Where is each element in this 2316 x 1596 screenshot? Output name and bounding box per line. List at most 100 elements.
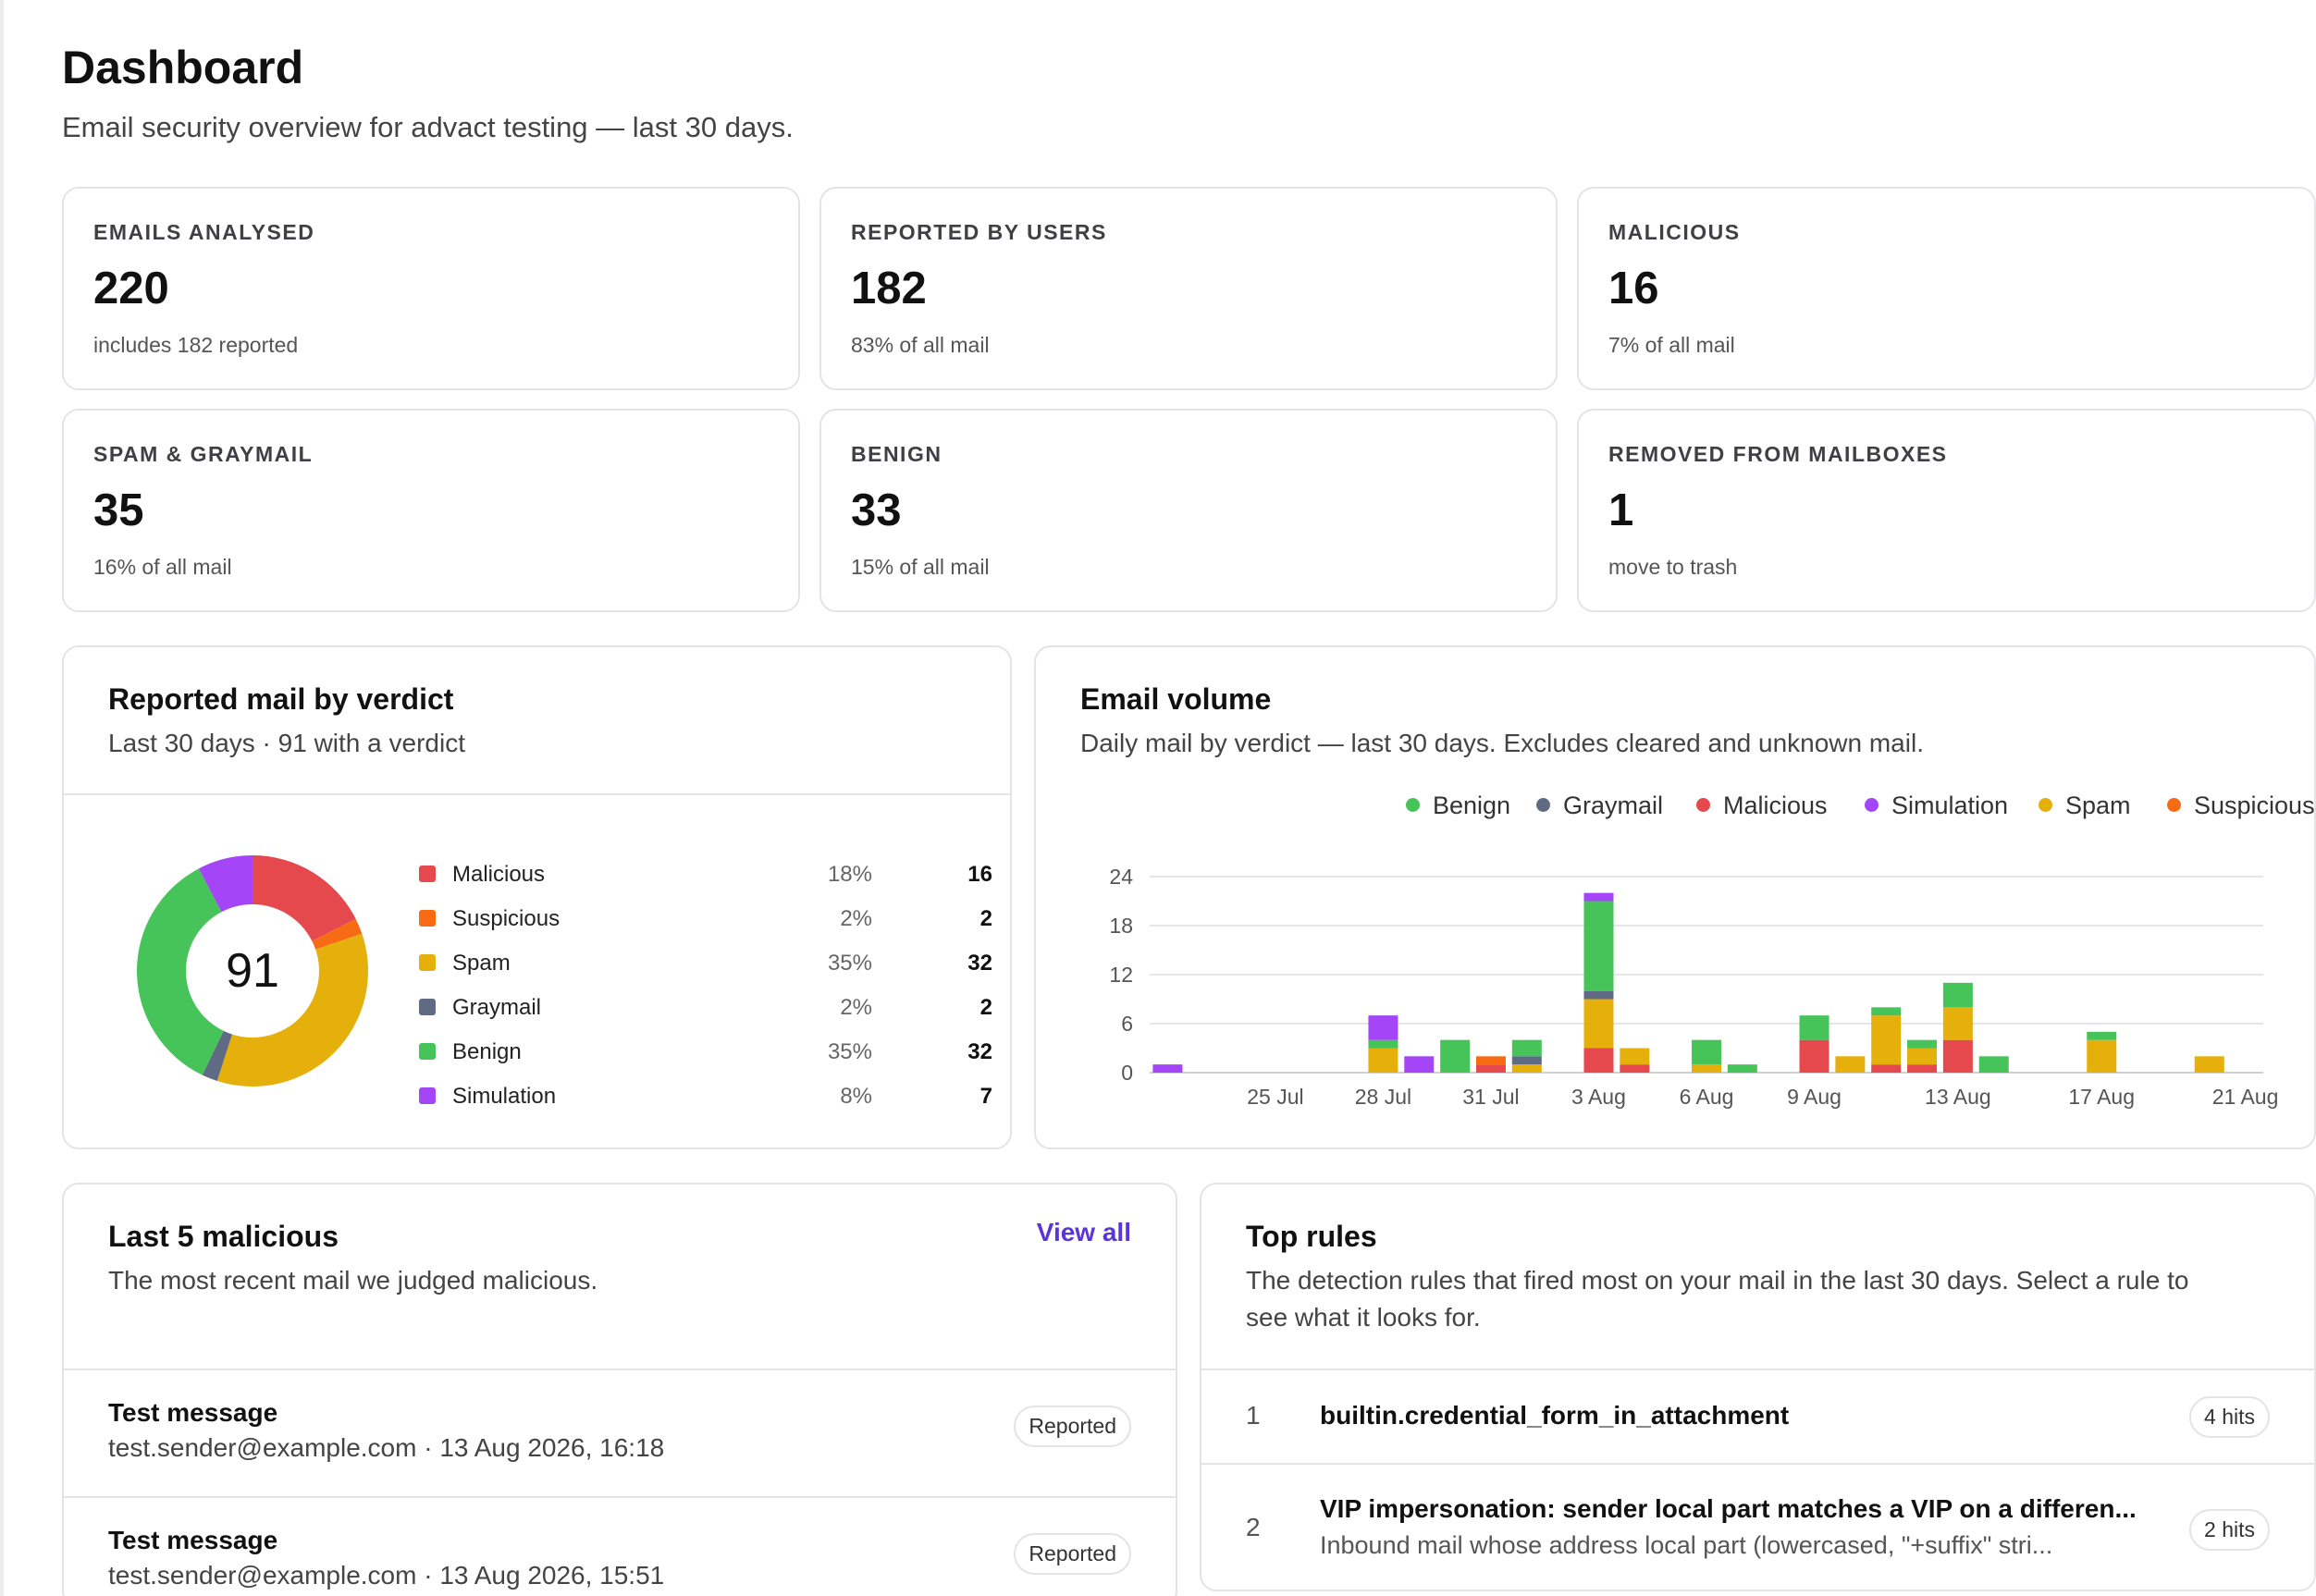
legend-swatch [419,1087,436,1104]
email-volume-chart: 0 6 12 18 24 25 Jul 28 Jul 31 Jul 3 Aug 6 Aug 9 Au… [1109,865,2279,1109]
x-tick-label: 13 Aug [1925,1085,1991,1109]
last-malicious-panel: Last 5 malicious View all The most recen… [62,1183,1177,1596]
bar-segment-graymail [1583,990,1614,1000]
bar-segment-benign [2087,1031,2117,1040]
legend-label: Benign [1433,792,1511,819]
rule-hits-badge: 2 hits [2189,1509,2270,1551]
y-tick-label: 0 [1121,1061,1133,1085]
legend-dot [1696,798,1710,812]
volume-legend-item-suspicious: Suspicious [2167,792,2315,820]
legend-count: 32 [967,951,992,976]
volume-legend-item-malicious: Malicious [1696,792,1828,820]
legend-label: Spam [2065,792,2131,819]
legend-label: Graymail [452,995,542,1020]
bar-segment-benign [1942,982,1973,1008]
legend-dot [2039,798,2052,812]
legend-dot [1865,798,1879,812]
stat-note: 83% of all mail [851,333,990,357]
legend-count: 16 [967,862,992,887]
row-divider [1201,1463,2314,1465]
bar-segment-benign [1368,1039,1398,1049]
verdict-panel: Reported mail by verdict Last 30 days · … [62,645,1012,1149]
y-tick-label: 18 [1109,914,1133,938]
message-subject: Test message [108,1398,278,1427]
rule-description: Inbound mail whose address local part (l… [1320,1531,2053,1559]
bar-segment-spam [1871,1015,1902,1065]
stat-value: 33 [851,485,902,535]
x-tick-label: 25 Jul [1247,1085,1303,1109]
x-tick-label: 3 Aug [1571,1085,1626,1109]
volume-legend-item-simulation: Simulation [1865,792,2008,820]
left-border [0,0,4,1596]
legend-label: Simulation [452,1084,557,1109]
legend-dot [2167,798,2181,812]
x-tick-label: 21 Aug [2212,1085,2279,1109]
malicious-row[interactable]: Test message test.sender@example.com · 1… [64,1370,1176,1496]
bar-segment-spam [1368,1048,1398,1073]
volume-legend-item-benign: Benign [1406,792,1510,820]
donut-slice-malicious [253,855,356,941]
bar-segment-spam [1511,1064,1542,1073]
stat-value: 220 [93,264,169,313]
panel-divider [1201,1369,2314,1370]
page-title: Dashboard [62,42,304,93]
legend-label: Simulation [1891,792,2009,819]
rule-row[interactable]: 2 VIP impersonation: sender local part m… [1201,1465,2314,1590]
x-tick-label: 28 Jul [1355,1085,1411,1109]
bar-segment-spam [1620,1048,1650,1065]
legend-label: Benign [452,1039,522,1064]
legend-label: Suspicious [452,906,561,931]
legend-percent: 2% [840,906,872,931]
stat-value: 35 [93,485,144,535]
email-volume-title: Email volume [1080,682,1272,716]
donut-slice-graymail [202,1030,232,1082]
bar-segment-spam [1583,999,1614,1049]
verdict-legend-item-graymail: Graymail 2% 2 [419,989,992,1026]
malicious-row[interactable]: Test message test.sender@example.com · 1… [64,1498,1176,1596]
verdict-legend-item-benign: Benign 35% 32 [419,1034,992,1071]
view-all-link[interactable]: View all [1036,1218,1131,1246]
bar-segment-spam [1835,1056,1866,1073]
stat-card-malicious: MALICIOUS 16 7% of all mail [1577,187,2316,390]
rule-row[interactable]: 1 builtin.credential_form_in_attachment … [1201,1370,2314,1463]
legend-dot [1406,798,1420,812]
legend-label: Malicious [452,862,546,887]
rule-hits-badge: 4 hits [2189,1396,2270,1438]
legend-count: 2 [979,995,992,1020]
legend-percent: 8% [840,1084,872,1109]
stat-note: 15% of all mail [851,555,990,579]
stat-label: SPAM & GRAYMAIL [93,442,314,466]
x-tick-label: 6 Aug [1680,1085,1734,1109]
legend-count: 2 [979,906,992,931]
email-volume-panel: Email volume Daily mail by verdict — las… [1034,645,2316,1149]
stat-card-spam-graymail: SPAM & GRAYMAIL 35 16% of all mail [62,409,800,612]
stat-value: 1 [1608,485,1634,535]
bar-segment-benign [1692,1039,1721,1065]
stat-label: REMOVED FROM MAILBOXES [1608,442,1948,466]
top-rules-subtitle-line-2: see what it looks for. [1246,1303,1481,1332]
bar-segment-benign [1799,1015,1829,1040]
bar-segment-benign [1440,1039,1471,1073]
verdict-panel-subtitle: Last 30 days · 91 with a verdict [108,729,465,757]
rule-rank: 1 [1246,1401,1261,1430]
y-tick-label: 24 [1109,865,1133,889]
legend-count: 7 [979,1084,992,1109]
legend-swatch [419,1043,436,1060]
rule-rank: 2 [1246,1513,1261,1541]
bar-segment-spam [1907,1048,1938,1065]
legend-label: Spam [452,951,511,976]
stat-note: move to trash [1608,555,1738,579]
stat-label: REPORTED BY USERS [851,220,1107,244]
last-malicious-title: Last 5 malicious [108,1220,339,1253]
bar-segment-spam [1942,1007,1973,1040]
bar-segment-simulation [1404,1056,1435,1073]
stat-label: EMAILS ANALYSED [93,220,315,244]
bar-segment-benign [1907,1039,1938,1049]
bar-segment-simulation [1152,1064,1183,1073]
volume-legend-item-graymail: Graymail [1536,792,1663,820]
legend-percent: 18% [827,862,872,887]
message-meta: test.sender@example.com · 13 Aug 2026, 1… [108,1561,665,1590]
message-subject: Test message [108,1526,278,1554]
y-tick-label: 6 [1121,1012,1133,1036]
donut-slice-simulation [198,855,253,913]
